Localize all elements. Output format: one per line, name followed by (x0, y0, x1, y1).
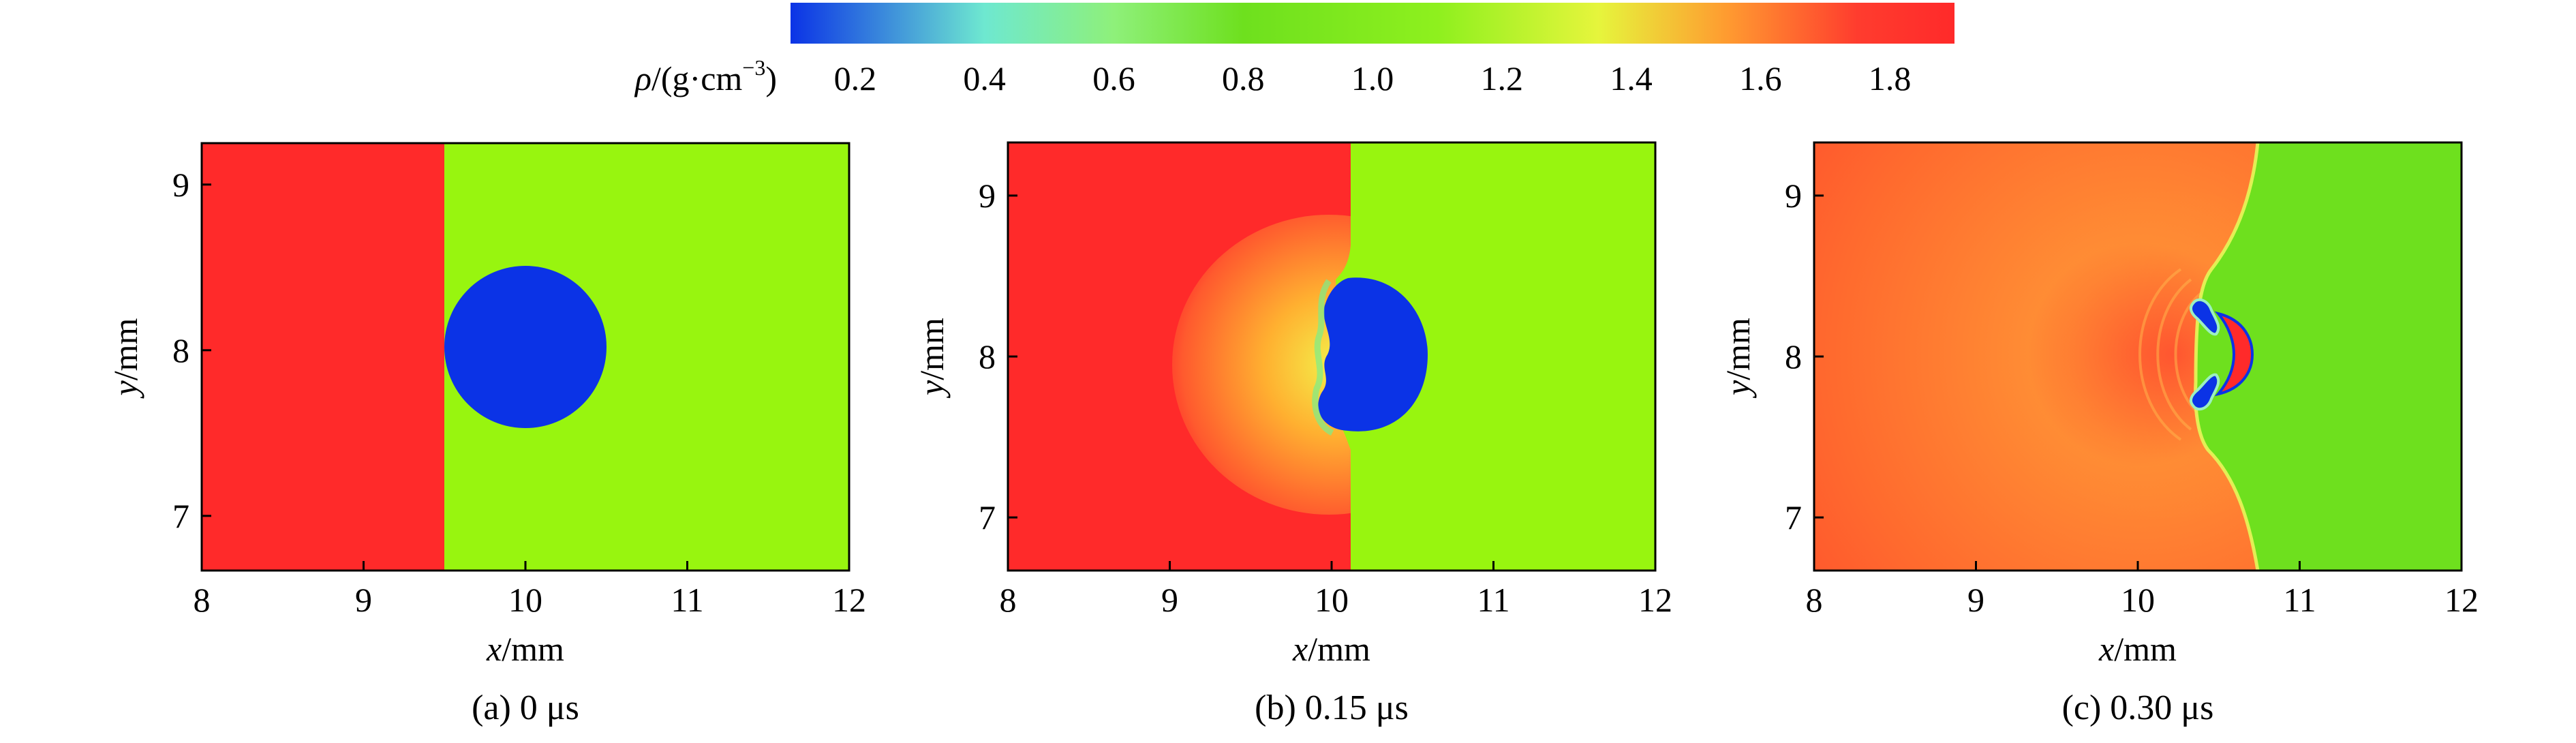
colorbar-label: ρ/(g·cm−3) (634, 55, 777, 97)
colorbar-tick-label: 1.0 (1351, 59, 1394, 97)
panel-c-xtick-label: 10 (2121, 581, 2155, 619)
panel-b-caption: (b) 0.15 μs (1255, 688, 1409, 727)
panel-b-ambient-region (1336, 142, 1655, 571)
colorbar: ρ/(g·cm−3) 0.2 0.4 0.6 0.8 1.0 1.2 1.4 1.6 1.8 (634, 3, 1954, 97)
panel-c-jet (2214, 311, 2254, 397)
panel-b-bubble-rim (1312, 279, 1334, 436)
panel-c-ylabel: y/mm (1719, 318, 1757, 399)
panel-a-caption: (a) 0 μs (472, 688, 579, 727)
panel-a-bubble (444, 266, 607, 428)
panel-b-xtick-label: 11 (1477, 581, 1509, 619)
panel-a-ytick-label: 8 (172, 331, 189, 369)
panel-a-ytick-label: 9 (172, 166, 189, 204)
panel-a-xtick-label: 8 (194, 581, 211, 619)
colorbar-tick-label: 1.6 (1739, 59, 1782, 97)
panel-c-shock-front (2194, 142, 2260, 571)
panel-b-bubble (1318, 277, 1428, 431)
panel-c-vortex-lower (2189, 373, 2220, 411)
panel-c-wave-fronts (2138, 268, 2203, 441)
panel-b-xtick-label: 8 (1000, 581, 1017, 619)
panel-b-field (1008, 142, 1655, 571)
colorbar-tick-label: 1.2 (1481, 59, 1524, 97)
panel-b-xtick-label: 12 (1638, 581, 1672, 619)
panel-b-ytick-label: 7 (979, 498, 996, 536)
colorbar-tick-label: 0.2 (834, 59, 877, 97)
panel-c-xlabel: x/mm (2098, 630, 2177, 668)
panel-a-ytick-label: 7 (172, 497, 189, 535)
panel-c-xtick-label: 8 (1806, 581, 1823, 619)
panel-a-xlabel: x/mm (486, 630, 564, 668)
panel-a: 8 9 10 11 12 7 8 9 x/mm y/mm (a) 0 μs (106, 142, 866, 727)
panel-a-ylabel: y/mm (106, 318, 144, 399)
panel-c-ytick-label: 7 (1785, 498, 1802, 536)
panel-c-ambient-region (2195, 142, 2462, 571)
panel-a-xtick-label: 11 (671, 581, 703, 619)
panel-b-ylabel: y/mm (913, 318, 951, 399)
panel-c-ytick-label: 8 (1785, 337, 1802, 376)
colorbar-gradient (791, 3, 1954, 44)
panel-b: 8 9 10 11 12 7 8 9 x/mm y/mm (b) 0.15 μs (913, 141, 1672, 727)
panel-c-ytick-label: 9 (1785, 177, 1802, 215)
panel-a-xtick-label: 10 (508, 581, 542, 619)
colorbar-tick-label: 1.4 (1610, 59, 1653, 97)
panel-c-vortex-upper (2189, 298, 2220, 336)
colorbar-tick-label: 0.8 (1222, 59, 1265, 97)
panel-c-field (1814, 142, 2462, 571)
panel-b-ytick-label: 9 (979, 177, 996, 215)
panel-c-xtick-label: 12 (2444, 581, 2479, 619)
panel-c: 8 9 10 11 12 7 8 9 x/mm y/mm (c) 0.30 μs (1719, 141, 2479, 727)
colorbar-tick-label: 1.8 (1869, 59, 1912, 97)
panel-a-field (202, 143, 849, 571)
colorbar-tick-label: 0.6 (1092, 59, 1135, 97)
panel-b-xlabel: x/mm (1292, 630, 1370, 668)
panel-a-shocked-region (202, 143, 444, 571)
panel-a-xtick-label: 9 (355, 581, 372, 619)
panel-c-caption: (c) 0.30 μs (2062, 688, 2214, 727)
panel-c-xtick-label: 9 (1967, 581, 1984, 619)
panel-b-ytick-label: 8 (979, 337, 996, 376)
panel-b-xtick-label: 9 (1161, 581, 1178, 619)
panel-c-xtick-label: 11 (2283, 581, 2316, 619)
colorbar-tick-label: 0.4 (963, 59, 1006, 97)
panel-b-xtick-label: 10 (1315, 581, 1349, 619)
panel-a-xtick-label: 12 (832, 581, 866, 619)
